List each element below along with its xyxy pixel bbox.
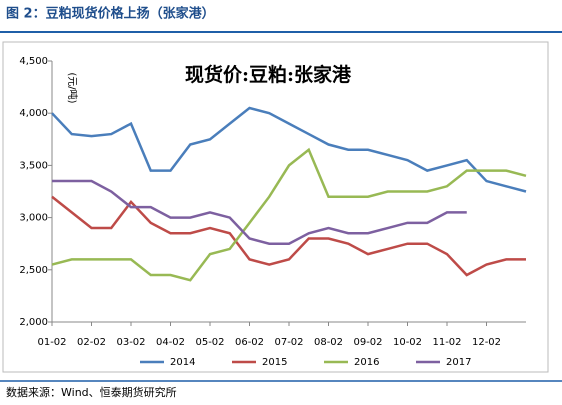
y-tick-label: 4,000: [19, 108, 48, 119]
series-line: [51, 106, 527, 193]
x-tick-label: 07-02: [274, 337, 303, 348]
chart-title: 现货价:豆粕:张家港: [185, 63, 352, 86]
x-tick-label: 03-02: [116, 337, 145, 348]
y-axis-label: (元/吨): [66, 72, 79, 103]
x-tick-label: 02-02: [77, 337, 106, 348]
x-tick-label: 05-02: [195, 337, 224, 348]
header-title: 图 2：豆粕现货价格上扬（张家港）: [6, 6, 215, 22]
series-line: [52, 179, 467, 245]
y-tick-label: 3,500: [19, 160, 48, 171]
series-line: [51, 147, 527, 282]
y-tick-label: 2,500: [19, 265, 48, 276]
y-tick-label: 2,000: [19, 317, 48, 328]
source-note: 数据来源：Wind、恒泰期货研究所: [6, 385, 177, 399]
x-tick-label: 04-02: [156, 337, 185, 348]
legend-label: 2017: [446, 357, 471, 368]
legend-label: 2014: [170, 357, 195, 368]
x-tick-label: 10-02: [393, 337, 422, 348]
series-line: [51, 195, 526, 277]
x-tick-label: 09-02: [353, 337, 382, 348]
x-tick-label: 06-02: [235, 337, 264, 348]
legend-label: 2015: [262, 357, 287, 368]
y-tick-label: 4,500: [19, 56, 48, 67]
legend-label: 2016: [354, 357, 379, 368]
x-tick-label: 01-02: [37, 337, 66, 348]
x-tick-label: 08-02: [314, 337, 343, 348]
x-tick-label: 11-02: [432, 337, 461, 348]
x-tick-label: 12-02: [472, 337, 501, 348]
chart-frame: [2, 41, 549, 373]
y-tick-label: 3,000: [19, 213, 48, 224]
